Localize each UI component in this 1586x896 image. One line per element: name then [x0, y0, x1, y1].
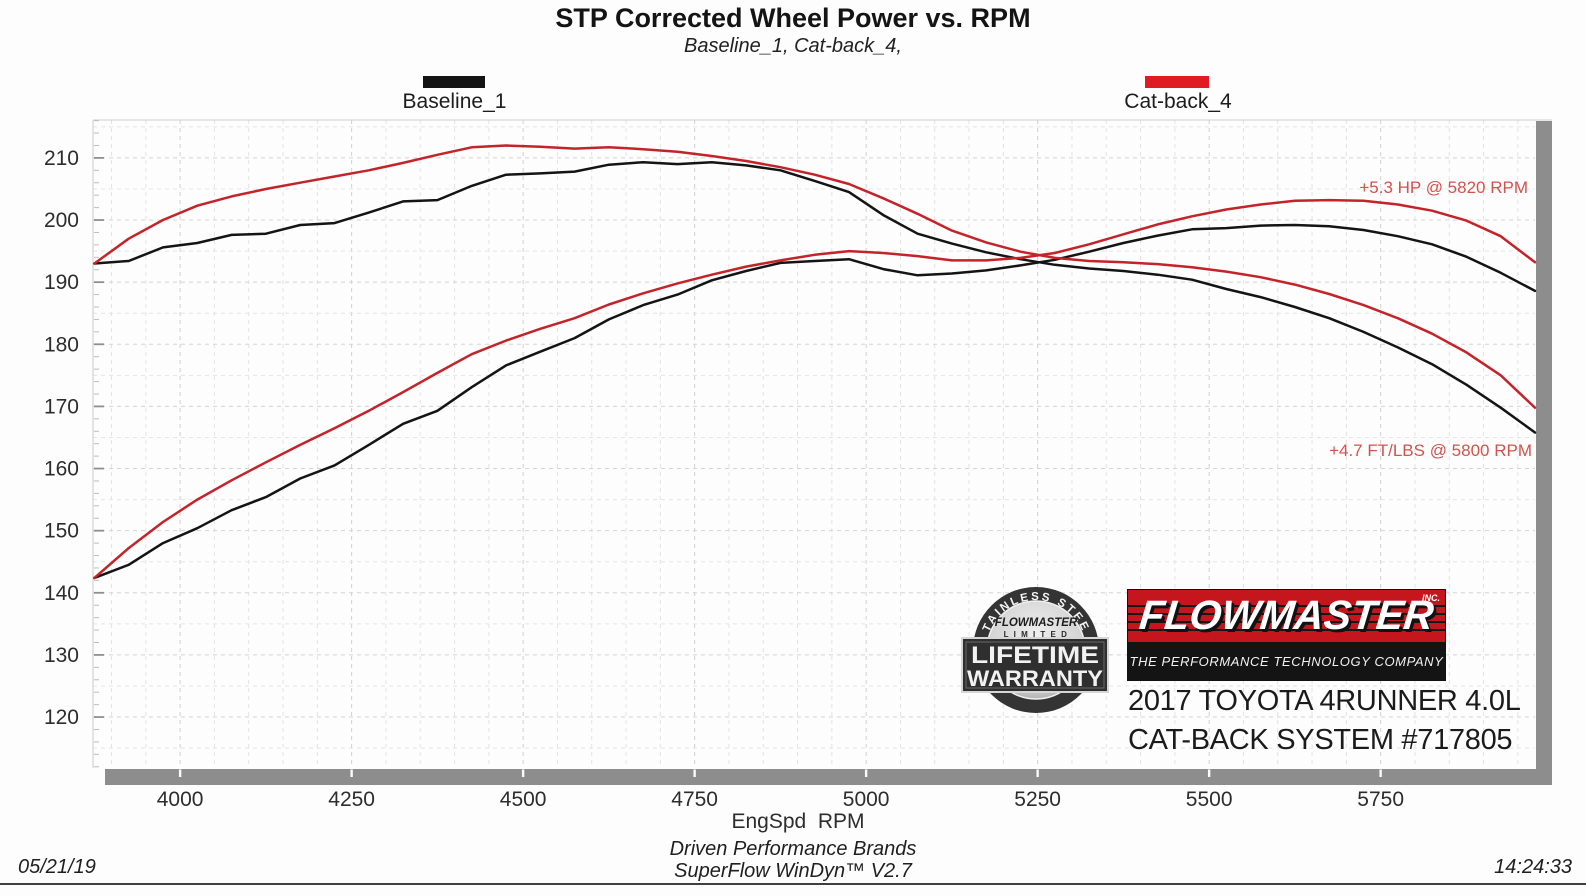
- svg-text:120: 120: [44, 706, 79, 729]
- report-date: 05/21/19: [18, 856, 96, 878]
- badge-banner-inner-frame: [965, 641, 1105, 689]
- svg-text:200: 200: [44, 209, 79, 232]
- svg-text:160: 160: [44, 458, 79, 481]
- svg-text:190: 190: [44, 271, 79, 294]
- logo-black-band: THE PERFORMANCE TECHNOLOGY COMPANY: [1128, 642, 1445, 680]
- footer-software-line: SuperFlow WinDyn™ V2.7: [674, 860, 912, 882]
- svg-text:140: 140: [44, 582, 79, 605]
- badge-lifetime-text: LIFETIME: [971, 642, 1099, 669]
- page-title: STP Corrected Wheel Power vs. RPM: [555, 3, 1031, 33]
- logo-tagline-text: THE PERFORMANCE TECHNOLOGY COMPANY: [1129, 653, 1444, 669]
- flowmaster-logo: FLOWMASTER INC. THE PERFORMANCE TECHNOLO…: [1128, 590, 1445, 680]
- svg-text:5000: 5000: [843, 788, 890, 811]
- svg-text:5750: 5750: [1357, 788, 1404, 811]
- vehicle-description: 2017 TOYOTA 4RUNNER 4.0L CAT-BACK SYSTEM…: [1128, 682, 1548, 760]
- page-subtitle: Baseline_1, Cat-back_4,: [684, 35, 902, 57]
- svg-text:4250: 4250: [328, 788, 375, 811]
- logo-red-band: FLOWMASTER INC.: [1128, 590, 1445, 642]
- axis-tick-labels: 4000 4250 4500 4750 5000 5250 5500 5750 210 200 19…: [44, 147, 1404, 811]
- vehicle-title-line2: CAT-BACK SYSTEM #717805: [1128, 724, 1513, 756]
- svg-text:4500: 4500: [500, 788, 547, 811]
- x-axis-label: EngSpd RPM: [731, 810, 865, 833]
- svg-text:4000: 4000: [157, 788, 204, 811]
- axis-frame-layer: [92, 119, 1552, 785]
- svg-text:180: 180: [44, 333, 79, 356]
- svg-text:210: 210: [44, 147, 79, 170]
- logo-inc-text: INC.: [1422, 593, 1440, 603]
- warranty-badge: STAINLESS STEEL FLOWMASTER L I M I T E D…: [958, 580, 1109, 713]
- svg-text:130: 130: [44, 644, 79, 667]
- badge-brand-text: FLOWMASTER: [995, 617, 1078, 629]
- badge-banner: [961, 637, 1109, 693]
- torque-gain-annotation: +4.7 FT/LBS @ 5800 RPM: [1329, 441, 1532, 460]
- svg-text:5500: 5500: [1186, 788, 1233, 811]
- logo-brand-text: FLOWMASTER: [1137, 592, 1436, 638]
- vehicle-title-line1: 2017 TOYOTA 4RUNNER 4.0L: [1128, 685, 1521, 717]
- legend-label-catback: Cat-back_4: [1124, 90, 1232, 113]
- legend-swatch-catback: [1145, 76, 1209, 88]
- report-time: 14:24:33: [1494, 856, 1572, 878]
- footer-divider: [0, 883, 1586, 885]
- curve-layer: [93, 144, 1537, 580]
- badge-limited-text: L I M I T E D: [1004, 630, 1069, 639]
- legend-swatch-baseline: [423, 76, 485, 88]
- svg-text:5250: 5250: [1014, 788, 1061, 811]
- hp-gain-annotation: +5.3 HP @ 5820 RPM: [1359, 178, 1528, 197]
- svg-text:170: 170: [44, 395, 79, 418]
- footer-brand-line: Driven Performance Brands: [669, 838, 917, 860]
- svg-text:4750: 4750: [671, 788, 718, 811]
- legend-label-baseline: Baseline_1: [402, 90, 507, 113]
- badge-warranty-text: WARRANTY: [967, 666, 1103, 691]
- svg-text:150: 150: [44, 520, 79, 543]
